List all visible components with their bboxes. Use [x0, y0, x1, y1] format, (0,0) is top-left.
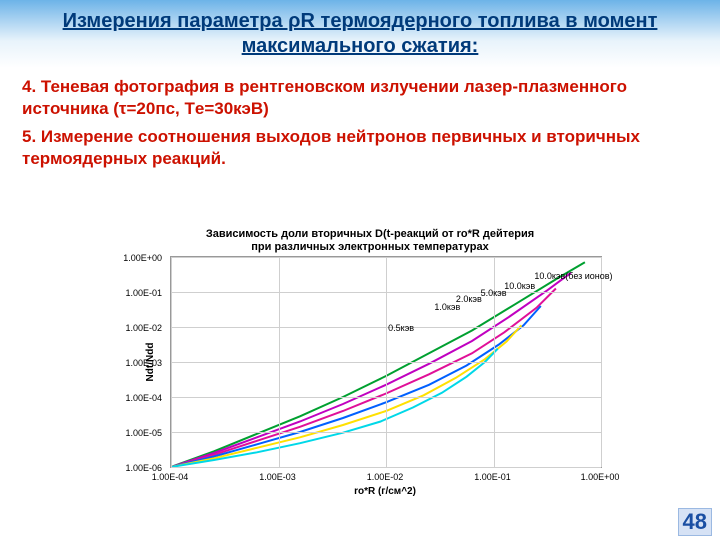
x-tick-label: 1.00E-03	[259, 472, 296, 482]
y-tick-label: 1.00E-04	[125, 393, 162, 403]
bullet-item: 4. Теневая фотография в рентгеновском из…	[22, 76, 698, 120]
series-label: 1.0кэв	[434, 302, 460, 312]
chart-title-line2: при различных электронных температурах	[251, 241, 488, 253]
y-tick-label: 1.00E-05	[125, 428, 162, 438]
page-title: Измерения параметра ρR термоядерного топ…	[0, 9, 720, 59]
bullet-item: 5. Измерение соотношения выходов нейтрон…	[22, 126, 698, 170]
page-number: 48	[678, 508, 712, 536]
bullet-list: 4. Теневая фотография в рентгеновском из…	[0, 68, 720, 170]
y-tick-label: 1.00E-01	[125, 288, 162, 298]
chart: Зависимость доли вторичных D(t-реакций о…	[120, 228, 620, 503]
chart-title-line1: Зависимость доли вторичных D(t-реакций о…	[206, 228, 534, 240]
series-label: 10.0кэв	[504, 281, 535, 291]
y-axis-title: Ndt/Ndd	[145, 343, 156, 382]
series-label: 0.5кэв	[388, 323, 414, 333]
y-axis-labels: 1.00E-061.00E-051.00E-041.00E-031.00E-02…	[112, 228, 166, 503]
series-label: 5.0кэв	[481, 288, 507, 298]
chart-title: Зависимость доли вторичных D(t-реакций о…	[120, 228, 620, 254]
x-tick-label: 1.00E-01	[474, 472, 511, 482]
y-tick-label: 1.00E-03	[125, 358, 162, 368]
series-label: 10.0кэв(без ионов)	[534, 271, 612, 281]
x-tick-label: 1.00E+00	[581, 472, 620, 482]
x-axis-title: ro*R (г/см^2)	[354, 486, 416, 497]
plot-area: Ndt/Ndd 10.0кэв(без ионов)10.0кэв5.0кэв2…	[170, 256, 602, 468]
x-tick-label: 1.00E-02	[367, 472, 404, 482]
y-tick-label: 1.00E+00	[123, 253, 162, 263]
header-band: Измерения параметра ρR термоядерного топ…	[0, 0, 720, 68]
y-tick-label: 1.00E-02	[125, 323, 162, 333]
x-tick-label: 1.00E-04	[152, 472, 189, 482]
